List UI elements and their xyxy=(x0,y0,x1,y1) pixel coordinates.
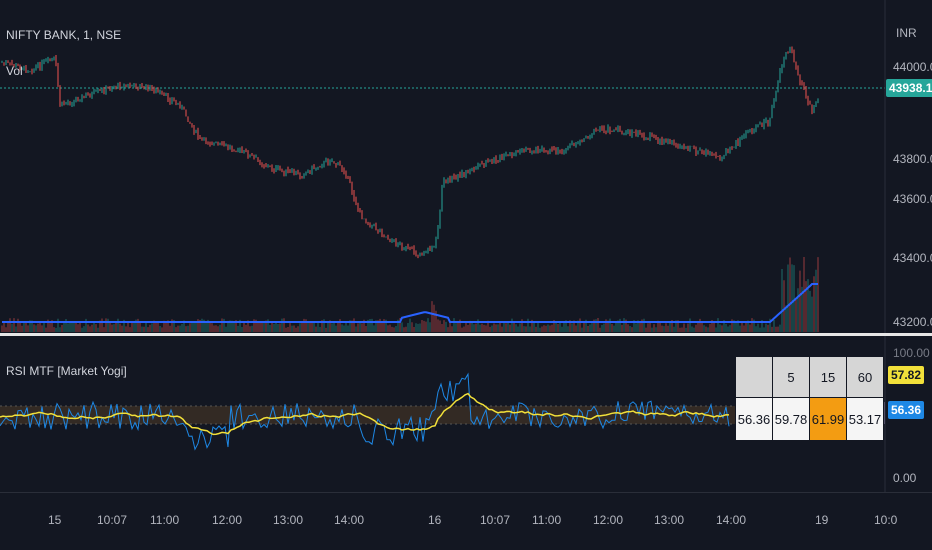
volume-bars-group xyxy=(1,257,819,332)
table-value-cell-highlight: 61.99 xyxy=(809,397,847,441)
pane-divider[interactable] xyxy=(0,333,932,336)
time-tick: 12:00 xyxy=(593,513,624,527)
price-tick-43800: 43800.00 xyxy=(893,152,932,166)
volume-legend[interactable]: Vol xyxy=(6,64,23,78)
currency-label: INR xyxy=(896,26,917,40)
rsi-slow-badge: 57.82 xyxy=(888,366,925,384)
time-tick: 15 xyxy=(48,513,62,527)
table-header-cell: 5 xyxy=(772,356,810,398)
rsi-chart[interactable] xyxy=(0,336,932,492)
time-tick: 13:00 xyxy=(654,513,685,527)
rsi-pane[interactable]: RSI MTF [Market Yogi] 5 15 60 56.36 59.7… xyxy=(0,336,932,492)
time-tick: 11:00 xyxy=(150,513,180,527)
time-tick: 16 xyxy=(428,513,442,527)
table-header-cell: 60 xyxy=(846,356,884,398)
rsi-tick-100: 100.00 xyxy=(893,346,930,360)
time-tick: 14:00 xyxy=(334,513,365,527)
rsi-tick-0: 0.00 xyxy=(893,471,917,485)
price-tick-43600: 43600.00 xyxy=(893,192,932,206)
candles-group xyxy=(1,46,819,259)
price-chart[interactable] xyxy=(0,0,932,333)
table-value-cell: 56.36 xyxy=(735,397,773,441)
symbol-legend[interactable]: NIFTY BANK, 1, NSE xyxy=(6,28,122,42)
table-header-cell xyxy=(735,356,773,398)
rsi-mtf-table: 5 15 60 56.36 59.78 61.99 53.17 xyxy=(735,356,884,441)
price-tick-44000: 44000.00 xyxy=(893,60,932,74)
time-tick: 10:0 xyxy=(874,513,898,527)
time-tick: 13:00 xyxy=(273,513,304,527)
volume-ma-line xyxy=(2,283,818,323)
rsi-slow-line xyxy=(0,392,730,436)
time-axis[interactable]: 15 10:07 11:00 12:00 13:00 14:00 16 10:0… xyxy=(0,492,932,550)
table-value-cell: 59.78 xyxy=(772,397,810,441)
time-tick: 11:00 xyxy=(532,513,562,527)
price-tick-43400: 43400.00 xyxy=(893,251,932,265)
rsi-fast-line xyxy=(0,372,730,451)
time-tick: 14:00 xyxy=(716,513,747,527)
time-tick: 10:07 xyxy=(97,513,128,527)
time-tick: 10:07 xyxy=(480,513,511,527)
table-header-cell: 15 xyxy=(809,356,847,398)
price-pane[interactable]: NIFTY BANK, 1, NSE Vol INR 44000.00 4380… xyxy=(0,0,932,333)
time-tick: 12:00 xyxy=(212,513,243,527)
last-price-tag: 43938.15 xyxy=(886,79,932,97)
price-tick-43200: 43200.00 xyxy=(893,315,932,329)
table-value-cell: 53.17 xyxy=(846,397,884,441)
rsi-fast-badge: 56.36 xyxy=(888,401,925,419)
indicator-legend[interactable]: RSI MTF [Market Yogi] xyxy=(6,364,127,378)
time-tick: 19 xyxy=(815,513,829,527)
